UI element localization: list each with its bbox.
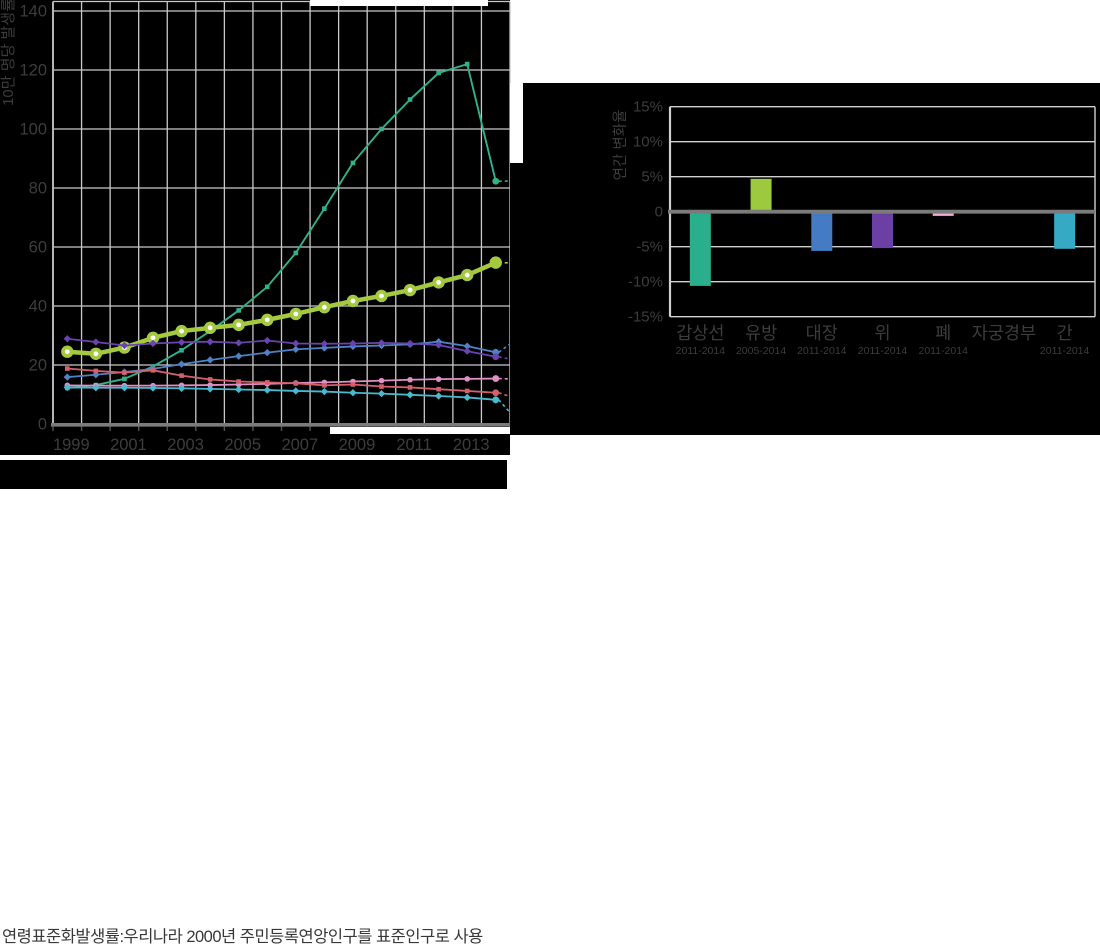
svg-text:2013: 2013 xyxy=(453,436,490,454)
svg-text:10%: 10% xyxy=(633,134,663,151)
footnote-text: 연령표준화발생률:우리나라 2000년 주민등록연앙인구를 표준인구로 사용 xyxy=(2,923,507,947)
svg-text:40: 40 xyxy=(29,298,47,316)
category-years-liver: 2011-2014 xyxy=(1040,345,1090,357)
svg-text:0: 0 xyxy=(38,416,47,434)
y-tick-labels: 15% 10% 5% 0 -5% -10% -15% xyxy=(628,99,663,326)
svg-text:80: 80 xyxy=(29,180,47,198)
svg-text:1999: 1999 xyxy=(53,436,90,454)
category-years-thyroid: 2011-2014 xyxy=(676,345,726,357)
series-end-dot-lung xyxy=(492,375,499,382)
white-strip-artifact-axis xyxy=(330,427,510,434)
series-end-dot-cervix xyxy=(492,389,499,396)
category-label-thyroid: 갑상선 xyxy=(676,323,724,343)
svg-text:-5%: -5% xyxy=(636,239,663,256)
gridlines xyxy=(53,2,510,425)
y-axis-title: 연간 변화율 xyxy=(612,110,629,181)
category-label-stomach: 위 xyxy=(874,323,890,343)
category-label-breast: 유방 xyxy=(745,323,777,343)
category-label-liver: 간 xyxy=(1057,323,1073,343)
category-labels: 갑상선 2011-2014 유방 2005-2014 대장 2011-2014 위 2011-… xyxy=(676,323,1090,357)
bar-liver xyxy=(1054,212,1075,249)
svg-text:2005: 2005 xyxy=(224,436,261,454)
svg-text:140: 140 xyxy=(19,3,47,21)
bar-stomach xyxy=(872,212,893,248)
svg-text:60: 60 xyxy=(29,239,47,257)
svg-text:2007: 2007 xyxy=(281,436,318,454)
svg-text:2003: 2003 xyxy=(167,436,204,454)
series-end-dot-liver xyxy=(492,396,499,403)
white-strip-artifact-top xyxy=(310,0,488,6)
category-years-stomach: 2011-2014 xyxy=(858,345,908,357)
category-label-lung: 폐 xyxy=(935,323,951,343)
x-tick-labels: 1999 2001 2003 2005 2007 2009 2011 2013 xyxy=(53,436,490,454)
bar-colon xyxy=(811,212,832,251)
y-axis-title: 10만 명당 발생률 xyxy=(0,0,17,106)
footnote-panel: 연령표준화발생률:우리나라 2000년 주민등록연앙인구를 표준인구로 사용 xyxy=(0,460,507,489)
category-years-breast: 2005-2014 xyxy=(736,345,786,357)
bar-breast xyxy=(751,179,772,212)
page: { "footnote": "연령표준화발생률:우리나라 2000년 주민등록연… xyxy=(0,0,1100,489)
svg-text:-10%: -10% xyxy=(628,274,663,291)
series-end-dot-thyroid xyxy=(492,178,499,185)
bar-thyroid xyxy=(690,212,711,286)
incidence-line-chart-panel: 0 20 40 60 80 100 120 140 1999 2001 2003 2005 2007 20… xyxy=(0,0,510,455)
bars xyxy=(690,179,1075,286)
y-tick-labels: 0 20 40 60 80 100 120 140 xyxy=(19,3,47,434)
category-years-lung: 2011-2014 xyxy=(918,345,968,357)
series-end-dot-stomach xyxy=(492,353,499,360)
svg-text:100: 100 xyxy=(19,121,47,139)
category-label-colon: 대장 xyxy=(806,323,838,343)
series-end-dot-breast xyxy=(492,259,499,266)
category-years-colon: 2011-2014 xyxy=(797,345,847,357)
svg-text:2011: 2011 xyxy=(396,436,431,454)
svg-text:20: 20 xyxy=(29,357,47,375)
svg-text:0: 0 xyxy=(655,204,663,221)
category-label-cervix: 자궁경부 xyxy=(972,323,1036,343)
svg-text:120: 120 xyxy=(19,62,47,80)
svg-text:15%: 15% xyxy=(633,99,663,116)
svg-text:5%: 5% xyxy=(641,169,663,186)
svg-text:2001: 2001 xyxy=(110,436,147,454)
svg-text:-15%: -15% xyxy=(628,309,663,326)
svg-text:2009: 2009 xyxy=(339,436,376,454)
white-strip-artifact-panel-gap xyxy=(510,83,523,163)
